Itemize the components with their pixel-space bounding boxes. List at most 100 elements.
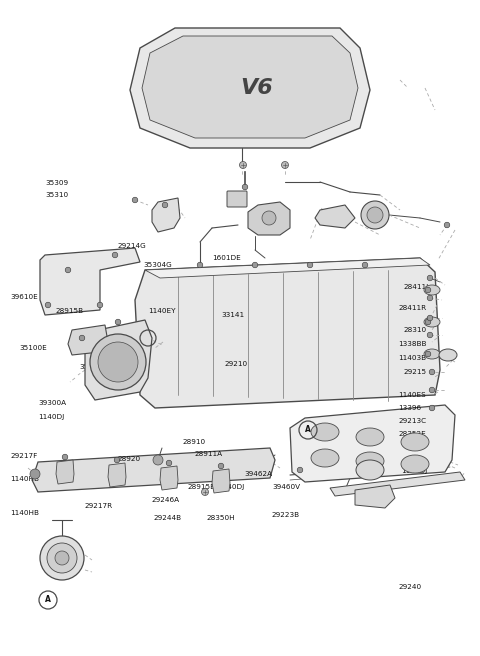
Text: 28910: 28910 bbox=[182, 439, 205, 445]
Text: 29240: 29240 bbox=[398, 584, 421, 590]
Text: 29217F: 29217F bbox=[11, 453, 38, 459]
Polygon shape bbox=[290, 405, 455, 482]
Ellipse shape bbox=[424, 349, 440, 359]
Circle shape bbox=[40, 536, 84, 580]
Circle shape bbox=[197, 262, 203, 268]
Polygon shape bbox=[152, 198, 180, 232]
Text: A: A bbox=[45, 596, 51, 604]
Text: 1140HB: 1140HB bbox=[11, 510, 39, 516]
Circle shape bbox=[97, 302, 103, 308]
Text: 28915B: 28915B bbox=[187, 483, 216, 490]
Polygon shape bbox=[32, 448, 275, 492]
Text: 28352E: 28352E bbox=[398, 431, 426, 438]
Circle shape bbox=[218, 463, 224, 469]
Text: 1338BB: 1338BB bbox=[398, 340, 427, 347]
Polygon shape bbox=[142, 36, 358, 138]
Text: 29223B: 29223B bbox=[271, 512, 300, 518]
Polygon shape bbox=[135, 258, 440, 408]
Ellipse shape bbox=[311, 423, 339, 441]
Circle shape bbox=[361, 201, 389, 229]
Text: 28411L: 28411L bbox=[403, 284, 431, 291]
Circle shape bbox=[429, 369, 435, 375]
Text: 1140ES: 1140ES bbox=[398, 392, 426, 398]
Polygon shape bbox=[85, 320, 152, 400]
Text: 39460V: 39460V bbox=[273, 483, 301, 490]
Circle shape bbox=[112, 252, 118, 258]
Polygon shape bbox=[212, 469, 230, 493]
Circle shape bbox=[166, 461, 172, 466]
Text: 1140EY: 1140EY bbox=[148, 308, 175, 314]
Text: 29214G: 29214G bbox=[118, 243, 146, 249]
Text: 29210: 29210 bbox=[225, 361, 248, 367]
Text: 29213C: 29213C bbox=[398, 418, 427, 424]
Polygon shape bbox=[68, 325, 108, 355]
Ellipse shape bbox=[401, 455, 429, 473]
Text: 28411R: 28411R bbox=[398, 305, 427, 312]
Text: V6: V6 bbox=[240, 78, 274, 98]
Text: 28920: 28920 bbox=[118, 456, 141, 462]
Text: A: A bbox=[305, 426, 311, 434]
Circle shape bbox=[427, 332, 433, 338]
Circle shape bbox=[153, 455, 163, 465]
FancyBboxPatch shape bbox=[227, 191, 247, 207]
Circle shape bbox=[162, 202, 168, 208]
Circle shape bbox=[427, 315, 433, 321]
Text: 1140HB: 1140HB bbox=[11, 476, 39, 482]
Polygon shape bbox=[108, 463, 126, 487]
Polygon shape bbox=[160, 466, 178, 490]
Circle shape bbox=[240, 161, 247, 169]
Text: 33141: 33141 bbox=[222, 312, 245, 318]
Text: 39462A: 39462A bbox=[245, 470, 273, 477]
Circle shape bbox=[262, 211, 276, 225]
Text: 35310: 35310 bbox=[46, 192, 69, 199]
Text: 29217R: 29217R bbox=[84, 503, 112, 510]
Circle shape bbox=[367, 207, 383, 223]
Circle shape bbox=[252, 262, 258, 268]
Polygon shape bbox=[330, 472, 465, 496]
Polygon shape bbox=[130, 28, 370, 148]
Polygon shape bbox=[56, 460, 74, 484]
Circle shape bbox=[429, 387, 435, 393]
Circle shape bbox=[425, 287, 431, 293]
Text: 1140DJ: 1140DJ bbox=[401, 468, 427, 474]
Polygon shape bbox=[145, 258, 430, 278]
Text: 28310: 28310 bbox=[403, 327, 426, 333]
Circle shape bbox=[98, 342, 138, 382]
Text: 35101: 35101 bbox=[79, 364, 102, 371]
Ellipse shape bbox=[356, 428, 384, 446]
Polygon shape bbox=[315, 205, 355, 228]
Text: 1140DJ: 1140DJ bbox=[218, 483, 245, 490]
Text: 28915B: 28915B bbox=[55, 308, 84, 314]
Circle shape bbox=[242, 184, 248, 190]
Text: 1601DE: 1601DE bbox=[212, 255, 241, 261]
Circle shape bbox=[429, 405, 435, 411]
Polygon shape bbox=[40, 248, 140, 315]
Circle shape bbox=[90, 334, 146, 390]
Circle shape bbox=[202, 489, 208, 495]
Circle shape bbox=[55, 551, 69, 565]
Text: 39300A: 39300A bbox=[38, 400, 67, 407]
Circle shape bbox=[297, 467, 303, 473]
Text: 29246A: 29246A bbox=[151, 497, 180, 503]
Ellipse shape bbox=[424, 285, 440, 295]
Circle shape bbox=[427, 276, 433, 281]
Text: 35100E: 35100E bbox=[19, 344, 47, 351]
Text: 11403B: 11403B bbox=[398, 354, 427, 361]
Polygon shape bbox=[355, 485, 395, 508]
Circle shape bbox=[427, 295, 433, 301]
Text: 35304G: 35304G bbox=[143, 262, 172, 268]
Circle shape bbox=[47, 543, 77, 573]
Circle shape bbox=[79, 335, 85, 341]
Circle shape bbox=[45, 302, 51, 308]
Polygon shape bbox=[248, 202, 290, 235]
Circle shape bbox=[444, 222, 450, 228]
Text: 29215: 29215 bbox=[403, 369, 426, 375]
Text: 13396: 13396 bbox=[398, 405, 421, 411]
Ellipse shape bbox=[356, 460, 384, 480]
Circle shape bbox=[62, 454, 68, 460]
Circle shape bbox=[425, 351, 431, 357]
Circle shape bbox=[425, 319, 431, 325]
Text: 28350H: 28350H bbox=[206, 515, 235, 522]
Text: 35309: 35309 bbox=[46, 180, 69, 186]
Circle shape bbox=[132, 197, 138, 203]
